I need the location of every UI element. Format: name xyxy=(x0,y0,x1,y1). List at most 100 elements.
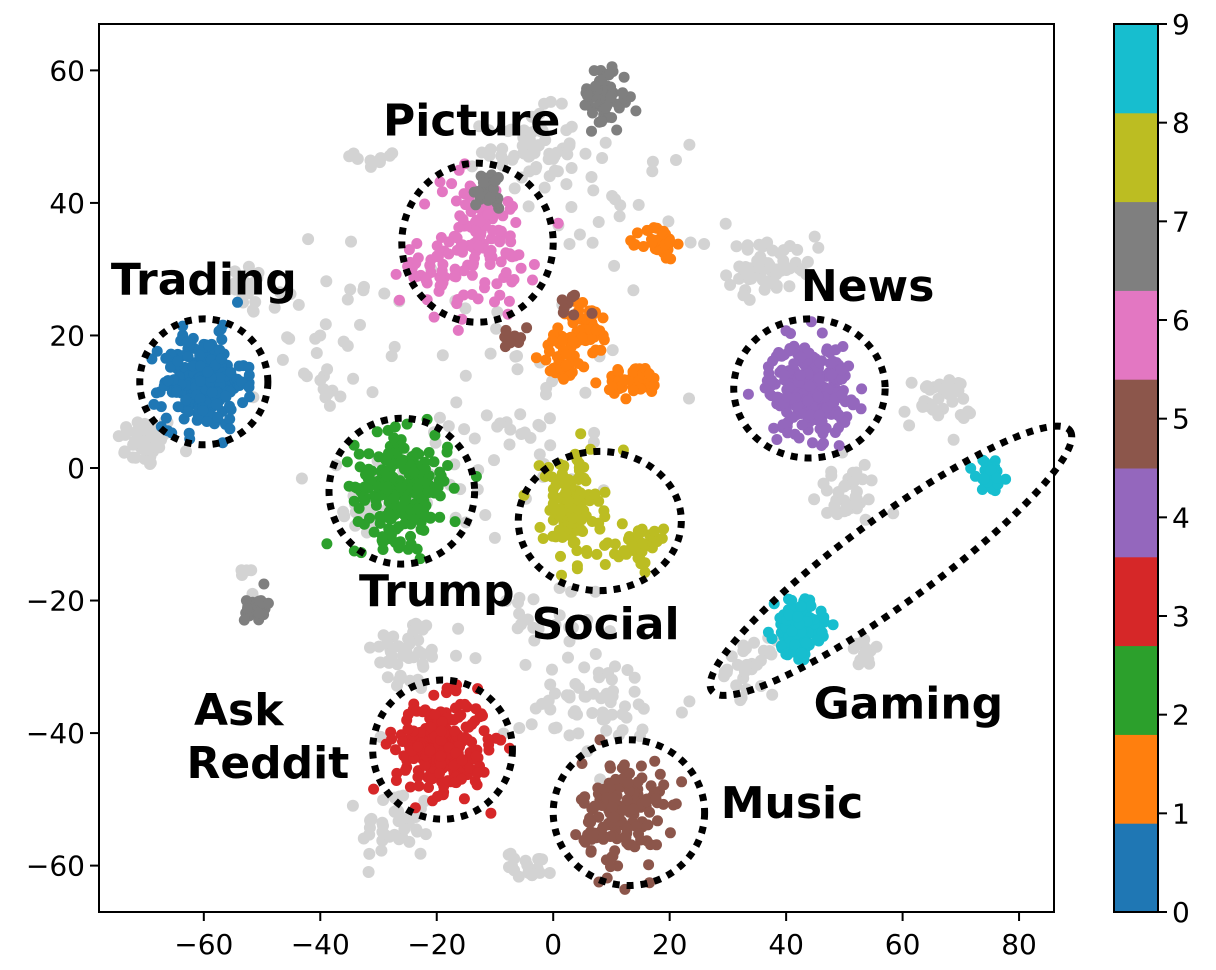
cluster-label: News xyxy=(801,261,935,312)
background-point xyxy=(730,679,743,692)
background-point xyxy=(553,609,566,622)
cluster-point-0 xyxy=(210,399,222,410)
background-point xyxy=(578,661,591,674)
cluster-point-7 xyxy=(606,112,618,124)
background-point xyxy=(391,679,403,692)
background-point xyxy=(388,340,401,353)
cluster-point-4 xyxy=(833,422,844,434)
background-point xyxy=(538,181,551,194)
cluster-point-2 xyxy=(374,510,386,522)
cluster-point-3 xyxy=(412,741,424,753)
cluster-point-9 xyxy=(965,462,977,474)
cluster-point-3 xyxy=(458,793,470,805)
cluster-point-5 xyxy=(606,801,618,813)
background-point xyxy=(343,150,356,163)
background-point xyxy=(544,678,557,691)
background-point xyxy=(587,184,600,197)
cluster-point-3 xyxy=(390,775,402,786)
cluster-point-1 xyxy=(643,368,655,380)
cluster-point-8 xyxy=(628,540,639,552)
cluster-point-4 xyxy=(779,369,790,381)
background-point xyxy=(606,190,619,202)
x-tick-label: 20 xyxy=(652,928,688,961)
cluster-point-2 xyxy=(388,432,400,444)
cluster-point-0 xyxy=(220,390,232,402)
cluster-point-6 xyxy=(451,298,463,310)
cluster-point-2 xyxy=(408,466,420,478)
background-point xyxy=(863,657,876,670)
cluster-point-2 xyxy=(448,482,460,494)
background-point xyxy=(593,671,606,684)
cluster-point-6 xyxy=(458,265,470,277)
cluster-point-8 xyxy=(549,503,561,515)
cluster-point-3 xyxy=(412,771,424,783)
cluster-point-3 xyxy=(450,747,462,759)
cluster-point-6 xyxy=(457,213,469,225)
background-point xyxy=(791,243,804,256)
y-tick-label: 20 xyxy=(49,319,85,352)
cluster-point-4 xyxy=(804,380,816,392)
cluster-point-5 xyxy=(632,776,644,788)
cluster-point-5 xyxy=(644,806,655,818)
cluster-point-3 xyxy=(464,762,475,774)
cluster-point-2 xyxy=(428,456,440,468)
cluster-point-6 xyxy=(515,262,527,274)
background-point xyxy=(801,255,814,268)
cluster-point-7 xyxy=(587,107,598,119)
colorbar-segment xyxy=(1114,734,1158,824)
background-point xyxy=(496,142,509,155)
background-point xyxy=(417,660,430,673)
background-point xyxy=(632,698,645,711)
background-point xyxy=(375,844,388,857)
background-point xyxy=(144,456,157,469)
cluster-point-4 xyxy=(824,358,836,369)
background-point xyxy=(550,721,563,734)
background-point xyxy=(378,287,391,300)
background-point xyxy=(964,407,976,420)
cluster-point-2 xyxy=(381,483,393,495)
background-point xyxy=(546,663,558,676)
background-point xyxy=(381,636,394,649)
cluster-point-4 xyxy=(818,437,829,449)
background-point xyxy=(599,136,612,149)
cluster-point-1 xyxy=(620,393,632,405)
background-point xyxy=(393,790,406,803)
cluster-point-0 xyxy=(217,437,229,449)
cluster-points xyxy=(146,61,1012,895)
background-point xyxy=(586,707,599,719)
cluster-point-6 xyxy=(450,195,462,207)
cluster-point-5 xyxy=(640,796,652,808)
cluster-point-1 xyxy=(595,344,607,356)
background-point xyxy=(473,120,486,133)
cluster-point-5 xyxy=(622,777,634,789)
background-point xyxy=(513,607,526,620)
cluster-point-3 xyxy=(390,744,401,756)
cluster-point-0 xyxy=(182,351,194,363)
cluster-point-1 xyxy=(560,348,572,360)
background-point xyxy=(249,296,262,308)
cluster-point-6 xyxy=(466,269,478,281)
cluster-point-4 xyxy=(781,406,793,418)
cluster-point-3 xyxy=(404,781,416,793)
background-point xyxy=(365,812,378,825)
background-point xyxy=(780,264,793,276)
background-point xyxy=(459,369,472,382)
background-point xyxy=(527,593,540,606)
cluster-point-4 xyxy=(742,388,754,400)
cluster-point-3 xyxy=(457,732,469,744)
background-point xyxy=(856,473,869,486)
cluster-point-7 xyxy=(617,87,629,99)
background-point xyxy=(698,238,711,250)
background-point xyxy=(589,648,602,660)
background-point xyxy=(539,134,552,147)
cluster-point-8 xyxy=(658,523,670,535)
cluster-point-5 xyxy=(604,760,616,772)
cluster-point-1 xyxy=(627,366,639,378)
cluster-point-5 xyxy=(610,773,622,785)
cluster-point-7 xyxy=(611,124,623,136)
cluster-point-3 xyxy=(419,759,431,771)
cluster-point-5 xyxy=(635,834,647,846)
colorbar-segment xyxy=(1114,468,1158,558)
cluster-point-5 xyxy=(627,803,639,815)
background-point xyxy=(536,124,549,137)
